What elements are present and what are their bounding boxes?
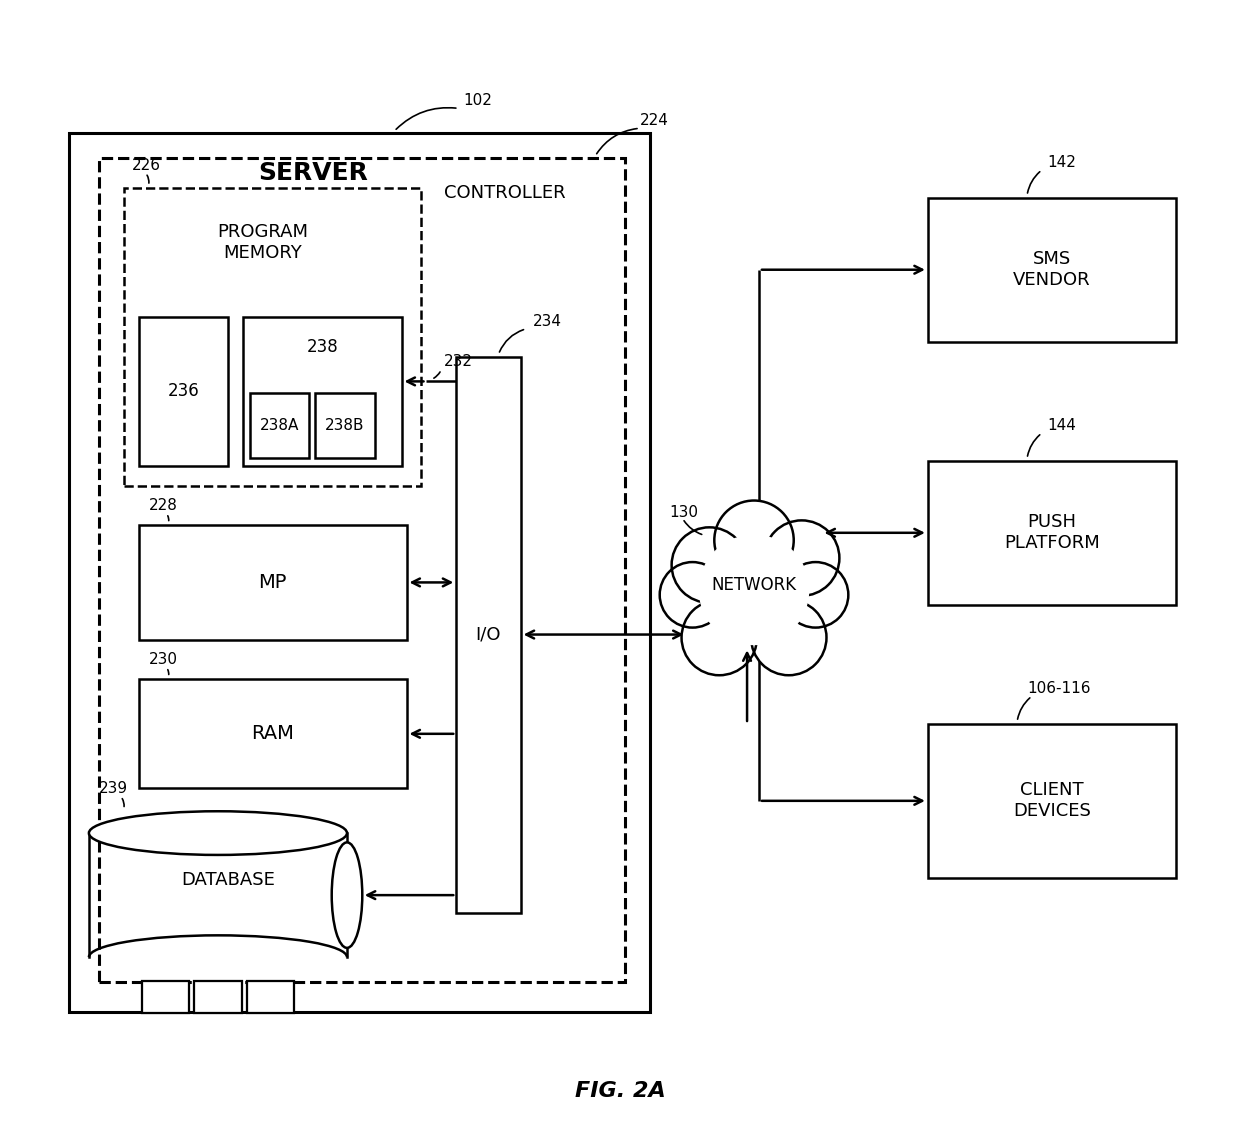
Text: NETWORK: NETWORK xyxy=(712,576,796,594)
Bar xyxy=(456,356,521,913)
Circle shape xyxy=(660,562,725,627)
Ellipse shape xyxy=(89,812,347,855)
Bar xyxy=(928,460,1176,605)
Text: 238B: 238B xyxy=(325,418,365,433)
Text: 230: 230 xyxy=(149,653,177,668)
Bar xyxy=(195,981,242,1013)
Bar xyxy=(315,394,374,458)
Bar xyxy=(124,188,422,485)
Circle shape xyxy=(682,600,756,676)
Text: 224: 224 xyxy=(640,113,668,128)
Bar xyxy=(249,394,309,458)
Text: 228: 228 xyxy=(149,498,177,513)
Bar xyxy=(243,317,402,466)
Bar xyxy=(139,679,407,789)
Text: PROGRAM
MEMORY: PROGRAM MEMORY xyxy=(217,223,308,262)
Bar xyxy=(69,133,650,1012)
Text: 232: 232 xyxy=(444,355,474,370)
Ellipse shape xyxy=(332,843,362,948)
Bar xyxy=(928,724,1176,878)
Text: PUSH
PLATFORM: PUSH PLATFORM xyxy=(1004,513,1100,552)
Bar xyxy=(247,981,294,1013)
Bar xyxy=(928,198,1176,341)
Circle shape xyxy=(699,535,808,645)
Text: 102: 102 xyxy=(464,94,492,109)
Text: SERVER: SERVER xyxy=(258,161,368,185)
Circle shape xyxy=(782,562,848,627)
Text: 238: 238 xyxy=(306,338,339,356)
Text: CLIENT
DEVICES: CLIENT DEVICES xyxy=(1013,781,1091,820)
Circle shape xyxy=(764,520,839,595)
Circle shape xyxy=(751,600,827,676)
Text: SMS
VENDOR: SMS VENDOR xyxy=(1013,251,1091,290)
Circle shape xyxy=(714,500,794,581)
Text: DATABASE: DATABASE xyxy=(181,871,275,890)
Bar xyxy=(139,526,407,640)
Bar xyxy=(139,317,228,466)
Text: RAM: RAM xyxy=(252,725,294,743)
Bar xyxy=(99,158,625,982)
Text: MP: MP xyxy=(258,572,286,592)
Text: 142: 142 xyxy=(1047,155,1076,169)
Text: I/O: I/O xyxy=(476,625,501,643)
Text: 106-116: 106-116 xyxy=(1027,681,1090,696)
Text: 236: 236 xyxy=(167,382,200,401)
Text: 238A: 238A xyxy=(260,418,299,433)
Bar xyxy=(141,981,190,1013)
Text: 130: 130 xyxy=(670,505,698,520)
Text: 144: 144 xyxy=(1047,418,1076,433)
Text: 234: 234 xyxy=(533,314,562,329)
Text: 226: 226 xyxy=(131,158,161,173)
Text: 239: 239 xyxy=(99,781,128,797)
Text: CONTROLLER: CONTROLLER xyxy=(444,184,565,202)
Circle shape xyxy=(672,528,746,602)
Text: FIG. 2A: FIG. 2A xyxy=(574,1081,666,1101)
